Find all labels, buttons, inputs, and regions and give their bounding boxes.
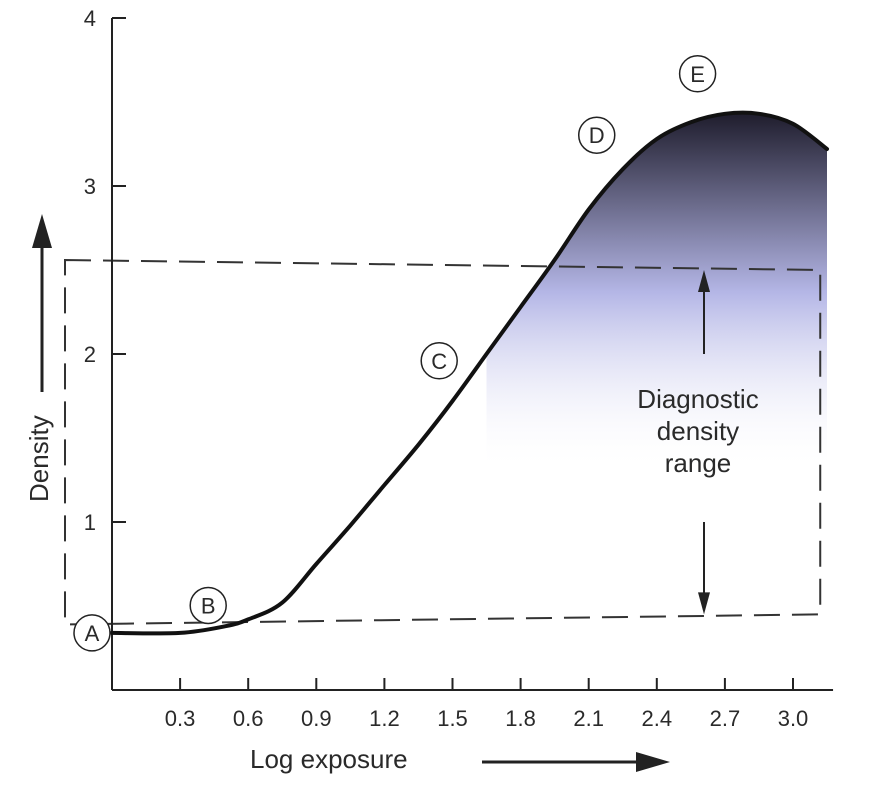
y-tick-label: 2 <box>84 342 96 367</box>
point-marker <box>73 614 111 652</box>
point-marker <box>578 116 616 154</box>
x-tick-label: 2.4 <box>642 706 673 731</box>
x-axis-arrow <box>482 752 670 772</box>
annotation-line-1: Diagnostic <box>637 384 758 414</box>
x-tick-label: 2.1 <box>573 706 604 731</box>
point-label: C <box>431 349 447 374</box>
point-marker <box>678 55 717 93</box>
point-markers: A B C D E <box>73 55 717 652</box>
x-axis-ticks: 0.3 0.6 0.9 1.2 1.5 1.8 2.1 2.4 2.7 3.0 <box>165 678 808 731</box>
x-tick-label: 0.6 <box>233 706 264 731</box>
point-label: E <box>690 62 705 87</box>
y-axis-ticks: 1 2 3 4 <box>84 6 126 535</box>
point-marker <box>420 342 458 380</box>
y-tick-label: 3 <box>84 174 96 199</box>
y-tick-label: 1 <box>84 510 96 535</box>
range-box-outline <box>64 258 822 626</box>
x-tick-label: 1.5 <box>437 706 468 731</box>
point-label: A <box>85 621 100 646</box>
range-arrowhead-top <box>698 270 710 292</box>
range-arrowhead-bottom <box>698 592 710 615</box>
y-axis-arrow <box>32 214 52 392</box>
density-range-arrows <box>698 270 710 615</box>
point-label: B <box>201 593 216 618</box>
annotation-line-2: density <box>657 416 739 446</box>
x-tick-label: 1.8 <box>505 706 536 731</box>
x-tick-label: 1.2 <box>369 706 400 731</box>
x-tick-label: 3.0 <box>778 706 809 731</box>
y-tick-label: 4 <box>84 6 96 31</box>
shaded-area <box>486 112 827 472</box>
x-tick-label: 2.7 <box>710 706 741 731</box>
point-label: D <box>589 123 605 148</box>
x-tick-label: 0.9 <box>301 706 332 731</box>
annotation-line-3: range <box>665 448 732 478</box>
diagnostic-range-box <box>64 258 822 626</box>
point-marker <box>189 586 227 625</box>
x-axis-label: Log exposure <box>250 744 408 774</box>
x-tick-label: 0.3 <box>165 706 196 731</box>
series-line <box>110 110 829 636</box>
y-axis-label: Density <box>24 415 54 502</box>
